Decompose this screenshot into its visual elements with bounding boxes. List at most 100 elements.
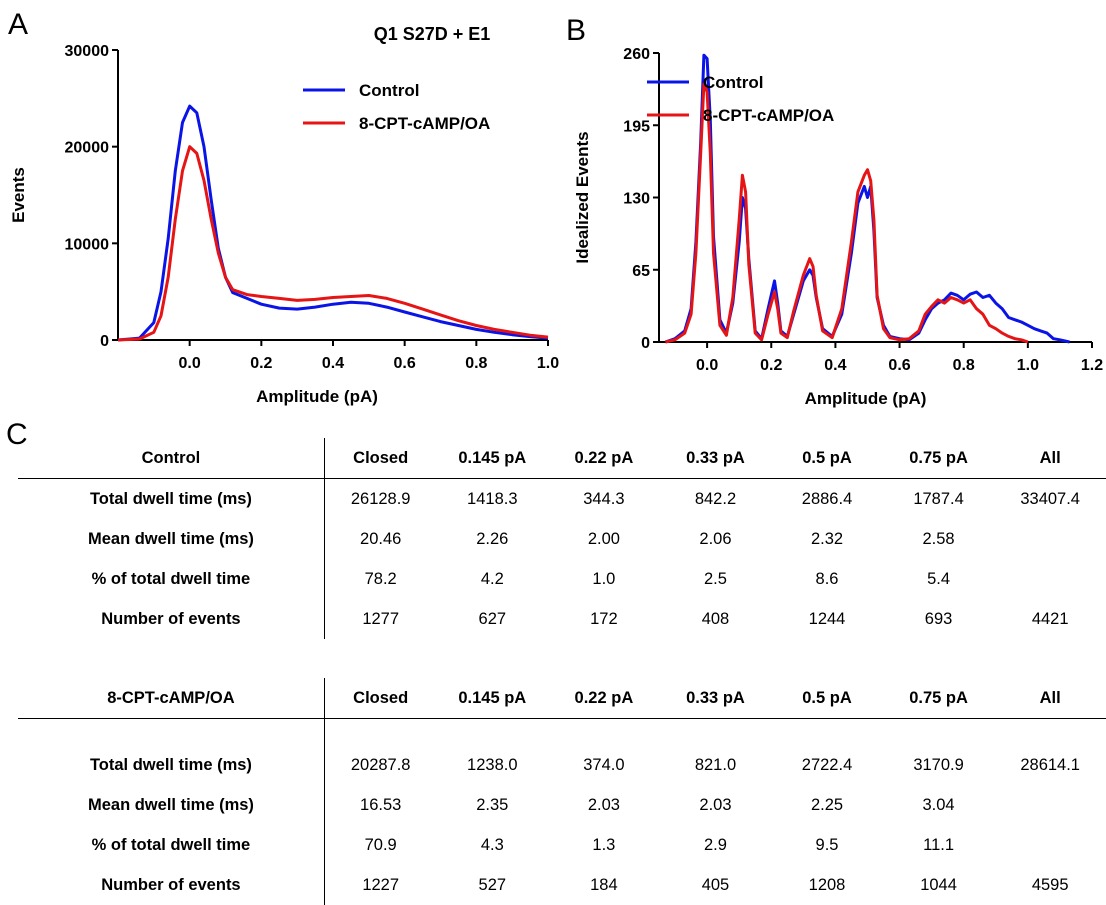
x-axis-label: Amplitude (pA) <box>805 389 927 408</box>
table-header-cell: 0.22 pA <box>548 678 660 719</box>
table-header-cell: 0.145 pA <box>436 678 549 719</box>
table-header-cell: All <box>994 438 1106 479</box>
y-tick-label: 10000 <box>65 236 110 253</box>
table-row-label: Number of events <box>18 865 325 905</box>
table-cell: 2.00 <box>587 529 620 548</box>
table-header-cell: 0.22 pA <box>548 438 660 479</box>
table-cell <box>994 825 1106 865</box>
table-cell: 1244 <box>808 609 846 628</box>
legend-label: 8-CPT-cAMP/OA <box>359 114 490 133</box>
table-cell: 1208 <box>808 875 846 894</box>
y-tick-label: 260 <box>623 46 650 63</box>
table-row-label: Mean dwell time (ms) <box>18 519 325 559</box>
table-header-cell: 0.5 pA <box>771 678 883 719</box>
table-header-cell: 0.33 pA <box>659 438 772 479</box>
table-row: Number of events 1277 627 172 408 1244 6… <box>18 599 1106 639</box>
table-header-cell: Closed <box>324 438 437 479</box>
table-cell: 2.03 <box>699 795 732 814</box>
table-row-label: % of total dwell time <box>18 559 325 599</box>
y-axis-label: Idealized Events <box>573 131 592 263</box>
chart-b: 0 65 130 195 260 0.0 0.2 0.4 0.6 0.8 1.0 1.2 Amplitu… <box>573 46 1103 408</box>
y-tick-label: 65 <box>632 263 650 280</box>
table-cell: 2886.4 <box>801 489 853 508</box>
table-header-condition: 8-CPT-cAMP/OA <box>18 678 325 719</box>
table-cell: 4595 <box>1031 875 1069 894</box>
x-tick-label: 0.6 <box>394 355 416 372</box>
x-tick-label: 1.2 <box>1081 357 1103 374</box>
table-cell: 1787.4 <box>913 489 964 508</box>
panel-letter-a: A <box>8 8 29 41</box>
table-cell: 1.3 <box>592 835 616 854</box>
table-cell: 11.1 <box>923 835 955 854</box>
table-cell: 20287.8 <box>350 755 411 774</box>
table-cell: 5.4 <box>927 569 951 588</box>
table-spacer-row <box>18 718 1106 746</box>
table-row: Mean dwell time (ms) 20.46 2.26 2.00 2.0… <box>18 519 1106 559</box>
table-cell <box>994 785 1106 825</box>
table-cell: 2.06 <box>699 529 732 548</box>
table-cell: 184 <box>590 875 618 894</box>
table-header-cell: 0.75 pA <box>882 678 995 719</box>
table-cell <box>994 559 1106 599</box>
x-tick-label: 0.4 <box>824 357 846 374</box>
table-row-label: Mean dwell time (ms) <box>18 785 325 825</box>
table-row: Total dwell time (ms) 26128.9 1418.3 344… <box>18 478 1106 519</box>
table-cell: 26128.9 <box>350 489 411 508</box>
x-tick-label: 0.8 <box>953 357 975 374</box>
table-cell: 2.5 <box>704 569 727 588</box>
x-tick-label: 0.4 <box>322 355 344 372</box>
y-tick-label: 0 <box>100 333 109 350</box>
table-cell: 627 <box>478 609 507 628</box>
table-header-condition: Control <box>18 438 325 479</box>
y-tick-label: 0 <box>641 335 650 352</box>
x-tick-label: 0.2 <box>760 357 782 374</box>
table-row-label: % of total dwell time <box>18 825 325 865</box>
table-header-cell: All <box>994 678 1106 719</box>
table-cell: 16.53 <box>360 795 402 814</box>
table-cell: 2.25 <box>810 795 844 814</box>
table-cell: 4.2 <box>480 569 504 588</box>
table-header-cell: 0.75 pA <box>882 438 995 479</box>
table-row-label: Total dwell time (ms) <box>18 478 325 519</box>
table-cell: 78.2 <box>364 569 397 588</box>
table-header-row: 8-CPT-cAMP/OA Closed 0.145 pA 0.22 pA 0.… <box>18 678 1106 719</box>
panel-letter-b: B <box>566 14 587 47</box>
x-tick-label: 0.2 <box>250 355 272 372</box>
table-cell: 3.04 <box>922 795 955 814</box>
table-cell <box>994 519 1106 559</box>
y-tick-label: 20000 <box>65 140 110 157</box>
series-line-1 <box>117 145 549 342</box>
y-tick-label: 130 <box>623 191 650 208</box>
table-cell: 3170.9 <box>913 755 964 774</box>
x-tick-label: 0.0 <box>696 357 718 374</box>
table-spacer-cell <box>883 719 995 746</box>
table-cell: 1238.0 <box>467 755 518 774</box>
table-cell: 2.35 <box>476 795 509 814</box>
table-cell: 821.0 <box>694 755 737 774</box>
x-tick-label: 1.0 <box>1017 357 1039 374</box>
x-axis-label: Amplitude (pA) <box>256 387 378 406</box>
table-cell: 2722.4 <box>801 755 853 774</box>
table-row-label: Number of events <box>18 599 325 639</box>
table-cell: 2.9 <box>704 835 727 854</box>
table-cell: 1044 <box>920 875 957 894</box>
table-header-cell: 0.33 pA <box>659 678 772 719</box>
table-row: % of total dwell time 78.2 4.2 1.0 2.5 8… <box>18 559 1106 599</box>
table-cell: 374.0 <box>583 755 625 774</box>
table-spacer-cell <box>994 719 1106 746</box>
table-spacer-cell <box>660 719 772 746</box>
x-tick-label: 0.0 <box>179 355 201 372</box>
legend-label: Control <box>359 81 419 100</box>
table-row: % of total dwell time 70.9 4.3 1.3 2.9 9… <box>18 825 1106 865</box>
table-cell: 2.32 <box>810 529 844 548</box>
table-row: Number of events 1227 527 184 405 1208 1… <box>18 865 1106 905</box>
y-axis-label: Events <box>9 167 28 223</box>
table-cell: 4421 <box>1031 609 1069 628</box>
table-spacer-cell <box>548 719 660 746</box>
table-header-row: Control Closed 0.145 pA 0.22 pA 0.33 pA … <box>18 438 1106 479</box>
table-cell: 693 <box>924 609 953 628</box>
table-spacer-cell <box>771 719 883 746</box>
table-cell: 9.5 <box>815 835 839 854</box>
dwell-table-control: Control Closed 0.145 pA 0.22 pA 0.33 pA … <box>18 438 1106 639</box>
dwell-table-treated: 8-CPT-cAMP/OA Closed 0.145 pA 0.22 pA 0.… <box>18 678 1106 905</box>
